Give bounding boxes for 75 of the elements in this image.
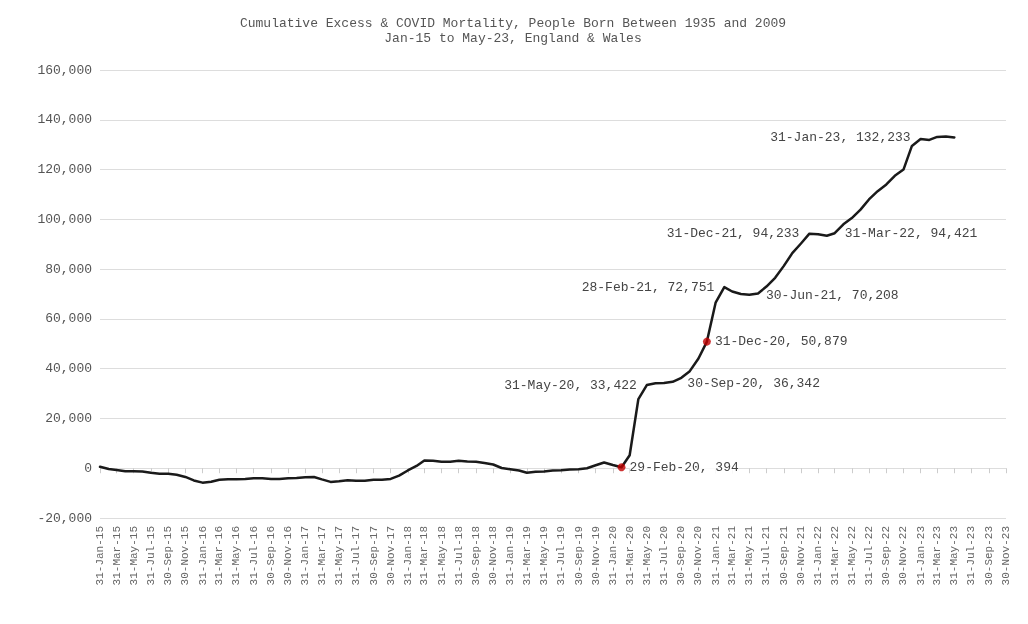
- annotation: 31-Dec-20, 50,879: [714, 334, 848, 350]
- annotation: 30-Sep-20, 36,342: [687, 376, 820, 392]
- y-tick-label: 80,000: [45, 261, 92, 277]
- annotation: 30-Jun-21, 70,208: [766, 287, 899, 303]
- x-tick-label: 31-May-16: [230, 526, 243, 586]
- x-tick-label: 31-Jul-21: [760, 525, 773, 586]
- x-tick-label: 31-May-18: [435, 526, 448, 586]
- x-tick-label: 30-Nov-21: [794, 525, 807, 586]
- x-tick-label: 31-May-21: [743, 525, 756, 586]
- y-tick-label: 0: [84, 460, 92, 476]
- x-tick-label: 30-Nov-20: [692, 526, 705, 586]
- annotation: 31-May-20, 33,422: [504, 377, 637, 393]
- x-tick-label: 31-Mar-22: [828, 526, 841, 586]
- y-tick-label: 120,000: [37, 162, 92, 178]
- chart-subtitle: Jan-15 to May-23, England & Wales: [384, 31, 642, 46]
- x-tick-label: 30-Sep-17: [367, 526, 380, 586]
- x-tick-label: 31-May-17: [333, 526, 345, 586]
- x-tick-label: 30-Sep-20: [675, 526, 688, 586]
- x-tick-label: 30-Nov-23: [1000, 526, 1012, 586]
- x-tick-label: 30-Nov-22: [897, 526, 910, 586]
- x-tick-label: 31-May-15: [127, 526, 140, 586]
- x-tick-label: 31-May-20: [640, 526, 653, 586]
- x-tick-label: 31-Jan-21: [709, 525, 722, 586]
- x-tick-label: 31-May-19: [538, 526, 551, 586]
- annotation: 31-Dec-21, 94,233: [666, 226, 800, 242]
- x-tick-label: 31-Jan-18: [401, 526, 414, 586]
- y-tick-label: -20,000: [37, 510, 92, 526]
- x-tick-label: 31-Jan-19: [504, 526, 517, 586]
- x-tick-label: 31-May-23: [948, 526, 961, 586]
- annotation: 31-Mar-22, 94,421: [844, 225, 978, 241]
- x-tick-label: 30-Nov-18: [487, 526, 500, 586]
- x-tick-label: 30-Nov-15: [179, 526, 192, 586]
- x-tick-label: 31-Mar-15: [110, 526, 123, 586]
- x-tick-label: 31-Mar-21: [726, 525, 739, 586]
- annotation: 28-Feb-21, 72,751: [581, 279, 715, 295]
- x-tick-label: 31-Jul-18: [452, 526, 465, 586]
- x-tick-label: 31-May-22: [845, 526, 858, 586]
- x-tick-label: 31-Jul-16: [247, 526, 260, 586]
- x-tick-label: 31-Mar-19: [520, 526, 533, 586]
- x-tick-label: 30-Sep-23: [982, 526, 995, 586]
- y-tick-label: 40,000: [45, 361, 92, 377]
- x-tick-label: 31-Jul-23: [965, 526, 978, 586]
- x-tick-label: 30-Nov-16: [282, 526, 295, 586]
- y-tick-label: 60,000: [45, 311, 92, 327]
- x-tick-label: 31-Jan-17: [299, 526, 312, 586]
- y-tick-label: 100,000: [37, 211, 92, 227]
- x-tick-label: 31-Mar-23: [931, 526, 944, 586]
- y-tick-label: 160,000: [37, 62, 92, 78]
- x-tick-label: 31-Mar-20: [623, 526, 636, 586]
- x-tick-label: 31-Mar-17: [315, 526, 328, 586]
- x-tick-label: 31-Jul-15: [144, 526, 157, 586]
- annotation: 31-Jan-23, 132,233: [770, 129, 911, 145]
- x-tick-label: 31-Mar-16: [213, 526, 226, 586]
- x-tick-label: 31-Mar-18: [418, 526, 431, 586]
- x-tick-label: 30-Sep-22: [880, 526, 893, 586]
- x-tick-label: 30-Sep-15: [162, 526, 175, 586]
- x-tick-label: 31-Jan-22: [812, 526, 825, 586]
- x-tick-label: 31-Jul-17: [350, 526, 363, 586]
- x-tick-label: 31-Jan-15: [94, 526, 106, 586]
- x-tick-label: 31-Jan-16: [196, 526, 209, 586]
- x-tick-label: 30-Sep-21: [777, 525, 790, 586]
- annotation: 29-Feb-20, 394: [629, 459, 739, 475]
- x-tick-label: 31-Jul-19: [555, 526, 568, 586]
- chart-title: Cumulative Excess & COVID Mortality, People Born Between 1935 and 2009: [239, 16, 787, 31]
- y-tick-label: 140,000: [37, 112, 92, 128]
- x-tick-label: 30-Sep-19: [572, 526, 585, 586]
- x-tick-label: 30-Nov-19: [589, 526, 602, 586]
- x-tick-label: 31-Jan-20: [606, 526, 619, 586]
- y-tick-label: 20,000: [45, 410, 92, 426]
- x-tick-label: 31-Jul-22: [862, 526, 875, 586]
- x-tick-label: 30-Sep-18: [470, 526, 483, 586]
- x-tick-label: 30-Nov-17: [384, 526, 397, 586]
- x-tick-label: 30-Sep-16: [265, 526, 278, 586]
- x-tick-label: 31-Jan-23: [914, 526, 927, 586]
- x-tick-label: 31-Jul-20: [657, 526, 670, 586]
